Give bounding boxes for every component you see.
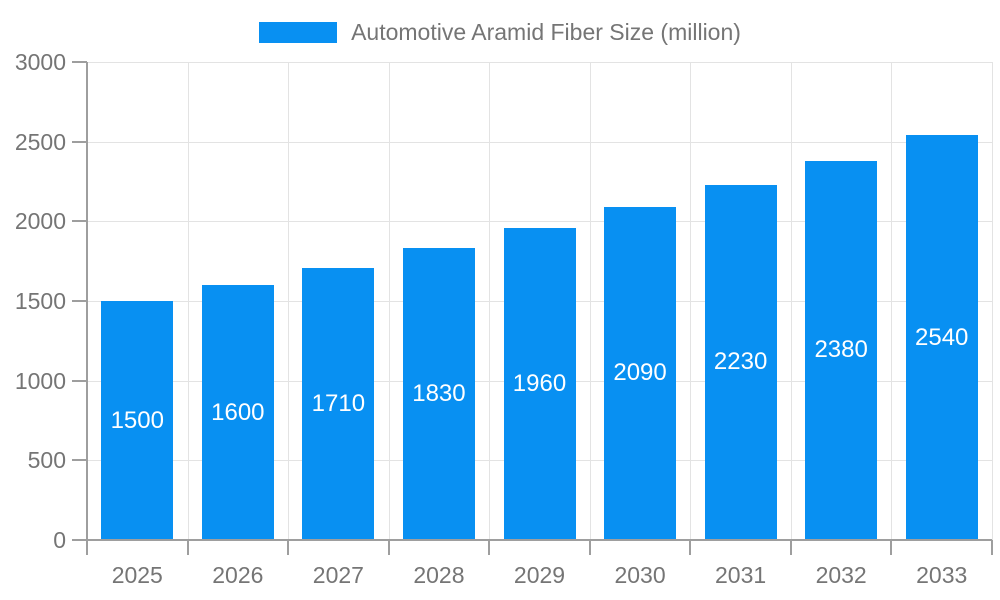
- x-tick: [890, 540, 893, 555]
- legend[interactable]: Automotive Aramid Fiber Size (million): [0, 18, 1000, 46]
- x-tick: [991, 540, 993, 555]
- y-tick: [72, 379, 87, 382]
- bar[interactable]: [201, 285, 274, 540]
- x-tick-label: 2031: [715, 562, 767, 588]
- x-tick-label: 2033: [916, 562, 968, 588]
- x-tick: [789, 540, 792, 555]
- x-tick: [287, 540, 290, 555]
- x-axis-line: [72, 539, 992, 541]
- y-axis-line: [86, 62, 88, 555]
- y-tick: [72, 220, 87, 223]
- bar[interactable]: [604, 206, 677, 540]
- x-tick-label: 2026: [212, 562, 264, 588]
- y-tick-label: 3000: [14, 49, 66, 75]
- y-tick-label: 1500: [14, 288, 66, 314]
- legend-swatch: [259, 21, 338, 43]
- bar[interactable]: [704, 184, 777, 540]
- bar-value-label: 1710: [311, 389, 366, 417]
- bar-value-label: 1500: [110, 406, 164, 434]
- x-tick: [186, 540, 189, 555]
- hgrid-line: [87, 62, 992, 63]
- y-tick: [72, 61, 87, 63]
- bar[interactable]: [503, 227, 576, 540]
- y-tick-label: 500: [27, 447, 66, 474]
- bar[interactable]: [302, 267, 375, 540]
- y-tick-label: 0: [53, 527, 66, 553]
- x-tick-label: 2032: [815, 562, 867, 588]
- y-tick: [72, 300, 87, 302]
- hgrid-line: [87, 141, 992, 143]
- bar-value-label: 2380: [814, 336, 868, 364]
- bar[interactable]: [101, 301, 174, 540]
- bar[interactable]: [905, 135, 978, 540]
- y-tick-label: 2000: [14, 208, 66, 235]
- bar-value-label: 1960: [512, 369, 567, 397]
- bar-value-label: 1600: [211, 398, 265, 426]
- x-tick: [488, 540, 491, 555]
- y-tick: [72, 140, 87, 143]
- x-tick-label: 2030: [614, 562, 666, 588]
- y-tick-label: 2500: [14, 128, 66, 155]
- vgrid-line: [992, 62, 993, 540]
- x-tick-label: 2025: [111, 562, 163, 588]
- bar[interactable]: [805, 160, 878, 540]
- bar-value-label: 2540: [915, 323, 969, 351]
- legend-label: Automotive Aramid Fiber Size (million): [351, 19, 741, 45]
- bar[interactable]: [402, 248, 475, 540]
- hgrid-line: [87, 221, 992, 223]
- bar-value-label: 2230: [713, 348, 768, 376]
- x-tick: [588, 540, 591, 555]
- x-tick-label: 2028: [413, 562, 465, 588]
- y-tick: [72, 459, 87, 462]
- x-tick: [689, 540, 692, 555]
- x-tick: [387, 540, 390, 555]
- bar-value-label: 1830: [412, 380, 466, 408]
- x-tick-label: 2029: [513, 562, 566, 588]
- y-tick-label: 1000: [14, 367, 66, 394]
- x-tick-label: 2027: [312, 562, 364, 588]
- bar-value-label: 2090: [613, 359, 667, 387]
